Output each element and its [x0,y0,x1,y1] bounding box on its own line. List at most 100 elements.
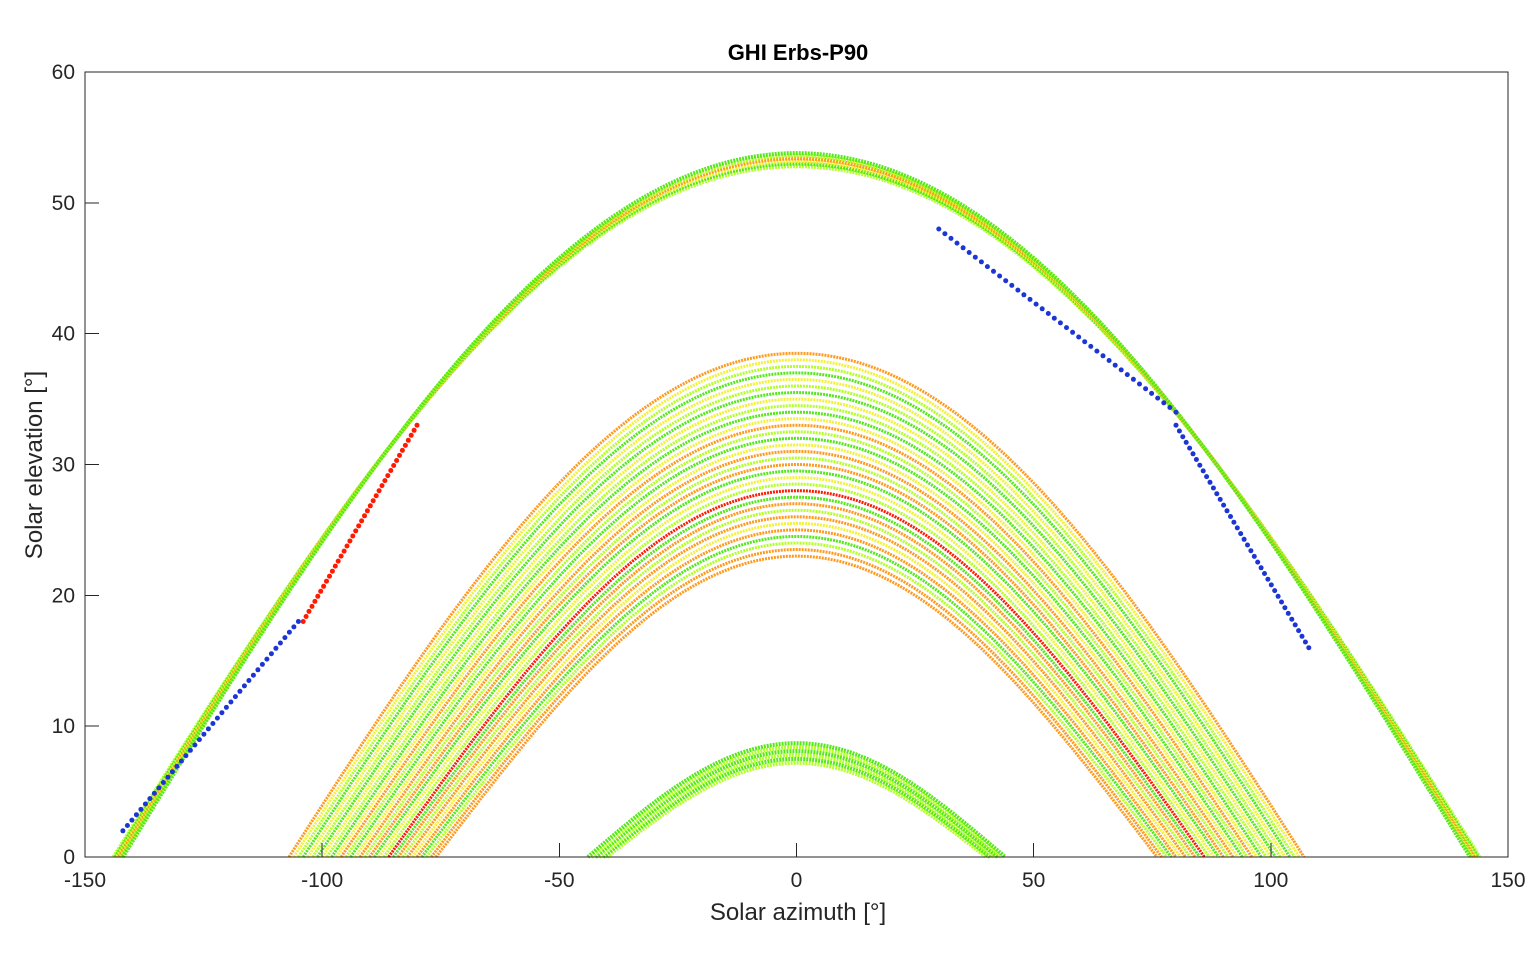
anomaly-point [306,608,312,614]
equinox-series-line [320,397,1273,858]
anomaly-point [303,614,309,619]
anomaly-point [1190,451,1196,457]
anomaly-point [370,498,376,504]
anomaly-point [347,538,353,544]
anomaly-point [356,523,362,529]
anomaly-point [1193,457,1199,462]
anomaly-point [156,785,162,791]
anomaly-point [1180,434,1186,440]
anomaly-point [385,473,391,479]
equinox-series-line [411,521,1182,858]
equinox-series-line [311,384,1282,858]
anomaly-point [344,543,350,549]
equinox-series-line [434,554,1159,858]
anomaly-point [1027,296,1033,302]
x-axis: -150 -100 -50 0 50 100 150 [64,843,1526,892]
equinox-series-line [306,377,1287,858]
anomaly-point [1282,605,1288,611]
anomaly-cluster [300,422,420,624]
equinox-series-line [363,456,1230,858]
anomaly-point [411,427,417,433]
anomaly-point [1039,306,1045,312]
anomaly-point [282,635,288,641]
equinox-series-line [382,482,1211,858]
data-layer [111,151,1482,859]
anomaly-point [364,508,370,514]
anomaly-point [1289,616,1295,622]
anomaly-point [1228,514,1233,519]
anomaly-point [978,259,984,265]
anomaly-point [341,548,347,554]
equinox-series-line [377,476,1216,858]
anomaly-point [1064,325,1069,331]
anomaly-point [1033,301,1039,307]
anomaly-point [353,528,359,534]
anomaly-point [382,478,388,484]
anomaly-point [948,235,954,241]
anomaly-point [291,624,297,630]
anomaly-point [1272,588,1278,594]
equinox-series-line [425,541,1168,858]
anomaly-point [312,598,318,604]
anomaly-point [165,774,171,780]
anomaly-point [335,558,341,564]
x-tick-label: -100 [301,869,343,892]
anomaly-point [1176,428,1182,434]
equinox-series-line [401,508,1192,858]
anomaly-point [1021,292,1027,298]
equinox-series-line [349,436,1244,858]
anomaly-point [376,488,382,494]
anomaly-point [1106,358,1112,363]
anomaly-point [1173,422,1179,428]
anomaly-point [1161,400,1167,406]
anomaly-point [379,483,385,489]
x-tick-label: -50 [544,869,574,892]
anomaly-point [138,806,144,812]
anomaly-point [394,458,400,463]
anomaly-point [142,801,148,807]
anomaly-point [1082,339,1088,345]
anomaly-point [327,573,332,579]
anomaly-point [388,468,394,473]
anomaly-point [405,437,411,443]
anomaly-point [1143,386,1149,392]
anomaly-point [268,651,274,657]
anomaly-point [397,452,402,458]
anomaly-point [1248,548,1254,554]
anomaly-point [315,593,321,599]
equinox-series-line [387,489,1206,858]
equinox-series-line [339,423,1254,858]
equinox-series-line [430,547,1163,858]
anomaly-cluster [120,619,301,834]
y-axis-label: Solar elevation [°] [21,371,48,559]
summer-series-line [121,151,1472,859]
equinox-series-line [354,443,1239,858]
anomaly-point [1245,542,1250,548]
anomaly-point [169,769,175,775]
anomaly-point [219,710,225,716]
anomaly-point [1124,372,1130,378]
anomaly-point [399,447,405,453]
anomaly-point [1070,329,1076,335]
anomaly-point [1118,367,1124,373]
anomaly-point [1003,278,1009,284]
anomaly-point [232,694,238,700]
equinox-series-line [373,469,1220,858]
equinox-series-line [406,515,1187,858]
anomaly-point [246,678,252,683]
anomaly-point [321,583,327,589]
winter-series-line [605,760,988,859]
anomaly-point [1234,525,1240,531]
anomaly-point [205,726,211,732]
y-tick-label: 60 [52,61,75,84]
anomaly-point [214,715,220,721]
anomaly-point [1183,439,1189,445]
y-tick-label: 50 [52,192,75,215]
anomaly-point [151,790,157,796]
anomaly-point [1057,320,1063,326]
anomaly-point [1130,376,1136,382]
anomaly-point [1296,628,1302,634]
anomaly-point [936,226,942,232]
anomaly-point [1251,553,1257,559]
